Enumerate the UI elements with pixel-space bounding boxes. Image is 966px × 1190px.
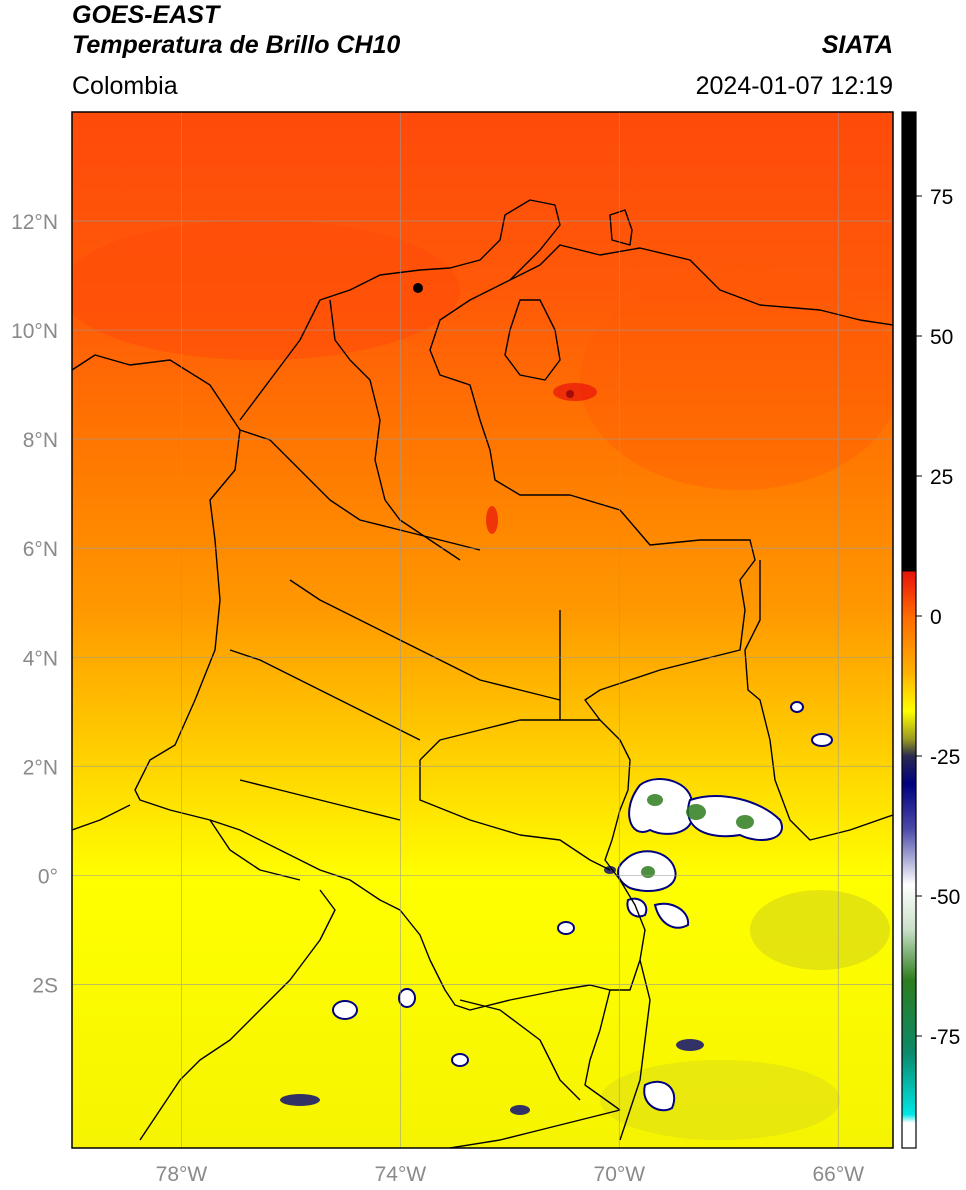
lon-tick-label: 66°W [812, 1163, 864, 1186]
colorbar-tick-label: 75 [930, 186, 953, 209]
olive-patch [600, 1060, 840, 1140]
graticule [72, 112, 893, 1148]
lon-tick-label: 74°W [375, 1163, 427, 1186]
colorbar-tick-label: -75 [930, 1026, 960, 1049]
cold-speck [280, 866, 704, 1115]
lat-tick-label: 10°N [11, 320, 58, 343]
olive-patch [750, 890, 890, 970]
product-title: Temperatura de Brillo CH10 [72, 31, 401, 59]
boundaries [72, 199, 893, 1148]
lon-tick-label: 78°W [156, 1163, 208, 1186]
colorbar-tick-label: 25 [930, 466, 953, 489]
lat-tick-label: 8°N [23, 429, 58, 452]
colorbar-body [902, 112, 916, 1148]
colorbar-tick-label: 50 [930, 326, 953, 349]
satellite-title: GOES-EAST [72, 1, 220, 29]
lat-tick-label: 0° [38, 865, 58, 888]
warm-region [72, 220, 460, 360]
colorbar-frame [901, 111, 917, 1149]
colorbar-tick-label: -25 [930, 746, 960, 769]
colorbar-tick-label: -50 [930, 886, 960, 909]
lon-tick-labels: 78°W 74°W 70°W 66°W [156, 1163, 865, 1186]
map-panel [72, 112, 893, 1148]
lat-tick-label: 2S [32, 974, 58, 997]
lat-tick-label: 4°N [23, 647, 58, 670]
hot-spot [413, 283, 423, 293]
organization-label: SIATA [821, 31, 893, 59]
lat-tick-label: 2°N [23, 756, 58, 779]
region-label: Colombia [72, 72, 178, 100]
hot-spot-halo [486, 506, 498, 534]
lat-tick-labels: 12°N 10°N 8°N 6°N 4°N 2°N 0° 2S [11, 211, 58, 997]
hot-spot-halo [553, 383, 597, 401]
lat-tick-label: 12°N [11, 211, 58, 234]
datetime-label: 2024-01-07 12:19 [695, 72, 893, 100]
lat-tick-label: 6°N [23, 538, 58, 561]
lon-tick-label: 70°W [594, 1163, 646, 1186]
colorbar-tick-label: 0 [930, 606, 942, 629]
map-frame [71, 111, 894, 1149]
colorbar: 75 50 25 0 -25 -50 -75 [901, 111, 960, 1149]
cloud-cluster [332, 701, 833, 1112]
warm-region [580, 270, 893, 490]
colorbar-ticks: 75 50 25 0 -25 -50 -75 [916, 186, 960, 1049]
